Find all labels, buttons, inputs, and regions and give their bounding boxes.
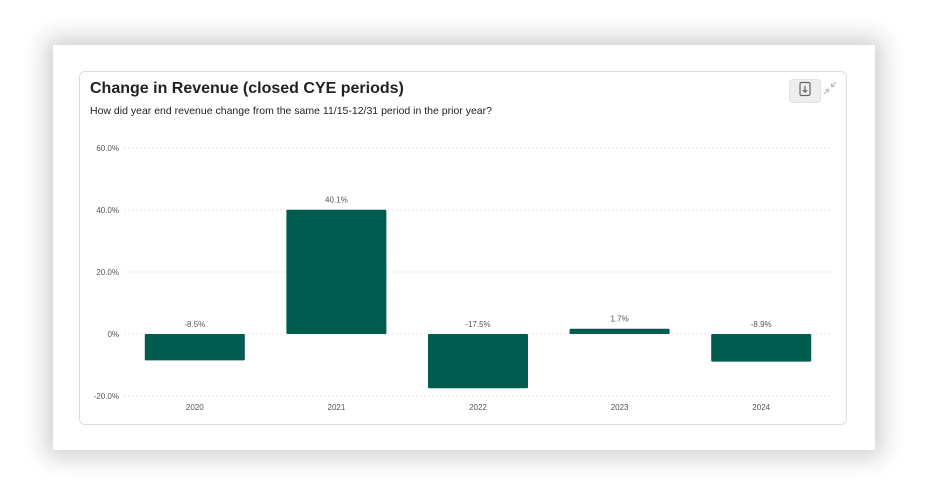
collapse-arrows-icon bbox=[823, 81, 837, 100]
download-file-icon bbox=[798, 81, 812, 102]
collapse-button[interactable] bbox=[822, 81, 838, 100]
chart-card: Change in Revenue (closed CYE periods) H… bbox=[79, 71, 847, 425]
screenshot-frame: Change in Revenue (closed CYE periods) H… bbox=[53, 45, 875, 450]
chart-subtitle: How did year end revenue change from the… bbox=[90, 105, 492, 117]
download-button[interactable] bbox=[789, 79, 821, 103]
chart-title: Change in Revenue (closed CYE periods) bbox=[90, 80, 404, 97]
